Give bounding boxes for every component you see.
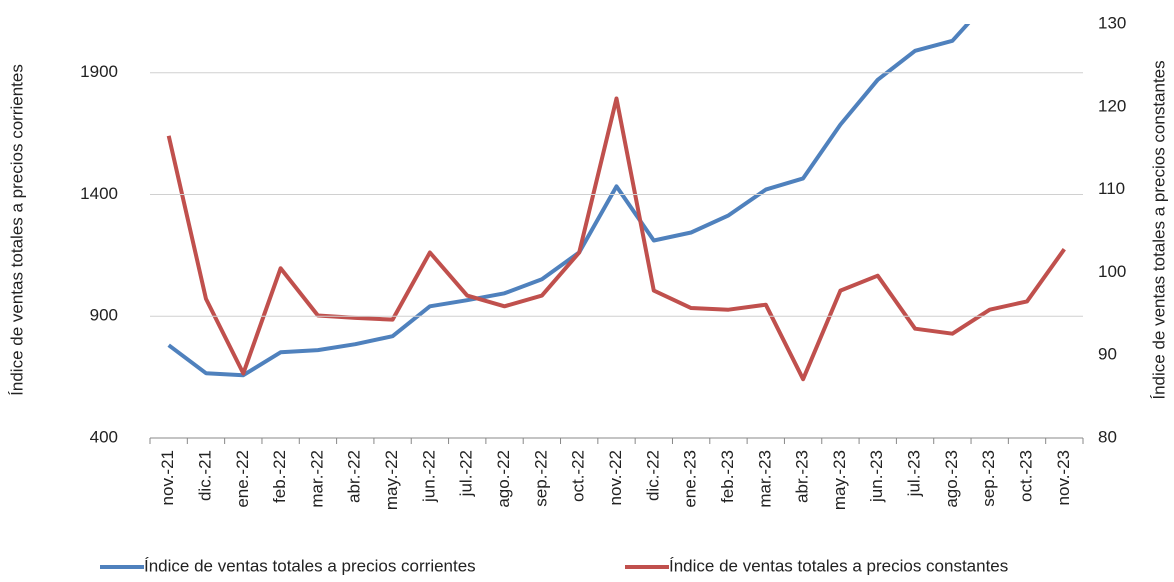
x-tick-label: jun.-22 [419, 450, 438, 503]
y2-tick-label: 110 [1098, 179, 1125, 198]
x-tick-label: abr.-23 [793, 450, 812, 503]
x-tick-label: jul.-23 [905, 450, 924, 497]
x-tick-label: nov.-22 [606, 450, 625, 505]
x-tick-label: dic.-22 [643, 450, 662, 501]
x-tick-label: ago.-23 [942, 450, 961, 508]
y-tick-label: 400 [90, 427, 118, 446]
x-tick-label: sep.-23 [979, 450, 998, 507]
x-tick-label: feb.-23 [718, 450, 737, 503]
x-tick-label: may.-23 [830, 450, 849, 510]
x-tick-label: ene.-23 [681, 450, 700, 508]
plot-area [166, 24, 1066, 382]
x-tick-label: nov.-21 [158, 450, 177, 505]
x-tick-label: jul.-22 [457, 450, 476, 497]
y2-tick-label: 100 [1098, 262, 1126, 281]
x-tick-label: abr.-22 [345, 450, 364, 503]
x-tick-label: feb.-22 [270, 450, 289, 503]
x-tick-label: may.-22 [382, 450, 401, 510]
legend-label: Índice de ventas totales a precios const… [669, 556, 1008, 575]
y2-axis-title: Índice de ventas totales a precios const… [1149, 60, 1168, 399]
x-tick-label: jun.-23 [867, 450, 886, 503]
y2-tick-label: 120 [1098, 96, 1126, 115]
y-tick-label: 900 [90, 306, 118, 325]
legend-label: Índice de ventas totales a precios corri… [144, 556, 476, 575]
x-tick-label: mar.-22 [307, 450, 326, 508]
x-tick-label: dic.-21 [195, 450, 214, 501]
y2-tick-label: 130 [1098, 13, 1126, 32]
x-tick-label: nov.-23 [1054, 450, 1073, 505]
data-line [167, 24, 971, 378]
y-tick-label: 1900 [80, 62, 118, 81]
y2-tick-label: 80 [1098, 427, 1117, 446]
data-line [166, 96, 1066, 382]
x-tick-label: oct.-23 [1017, 450, 1036, 502]
x-tick-label: ene.-22 [233, 450, 252, 508]
y-tick-label: 1400 [80, 184, 118, 203]
y2-tick-label: 90 [1098, 345, 1117, 364]
x-tick-label: ago.-22 [494, 450, 513, 508]
y-axis-title: Índice de ventas totales a precios corri… [7, 64, 26, 396]
x-tick-label: sep.-22 [531, 450, 550, 507]
x-tick-label: mar.-23 [755, 450, 774, 508]
x-tick-label: oct.-22 [569, 450, 588, 502]
